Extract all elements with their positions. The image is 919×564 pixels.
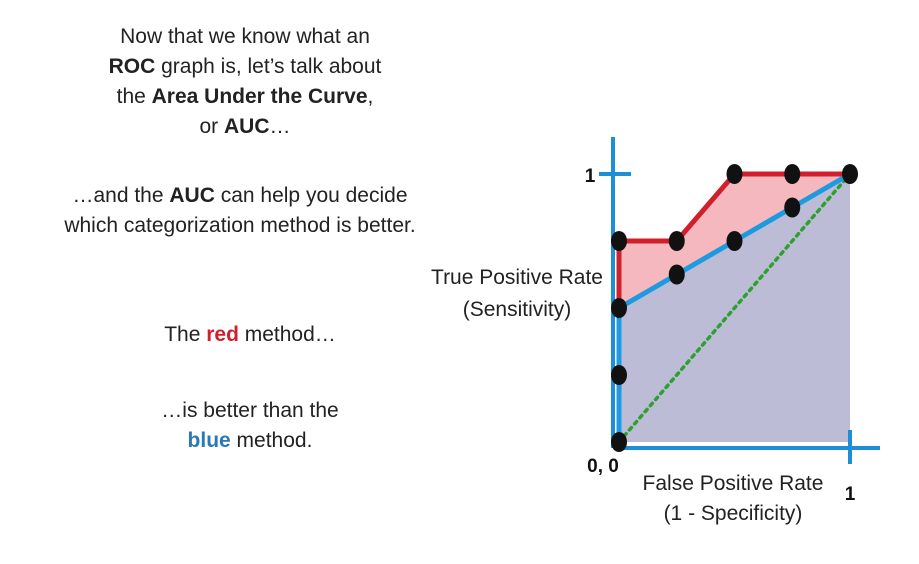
x-axis-label-line-2: (1 - Specificity): [664, 502, 803, 525]
red-word: red: [206, 323, 239, 346]
comparison-caption: …is better than the blue method.: [100, 396, 400, 456]
blue-word: blue: [187, 429, 231, 452]
intro-line-4: or AUC…: [199, 115, 291, 138]
comparison-line-2: blue method.: [187, 429, 313, 452]
origin-label: 0, 0: [587, 456, 619, 477]
y-tick-label-1: 1: [585, 166, 596, 187]
purpose-line-2: which categorization method is better.: [64, 214, 416, 237]
purpose-line-1: …and the AUC can help you decide: [72, 184, 408, 207]
auc-purpose-paragraph: …and the AUC can help you decide which c…: [30, 181, 450, 241]
auc-term: AUC: [224, 115, 270, 138]
auc-term: AUC: [169, 184, 215, 207]
y-axis-label-line-2: (Sensitivity): [463, 298, 572, 321]
red-method-caption: The red method…: [164, 323, 336, 346]
data-point-9: [784, 164, 801, 184]
x-axis-label-line-1: False Positive Rate: [643, 472, 824, 495]
intro-line-2: ROC graph is, let’s talk about: [108, 55, 382, 78]
data-point-7: [726, 164, 743, 184]
data-point-5: [668, 264, 685, 285]
data-point-10: [842, 164, 858, 184]
data-point-3: [611, 231, 627, 251]
comparison-line-1: …is better than the: [161, 399, 339, 422]
roc-term: ROC: [108, 55, 156, 78]
intro-line-3: the Area Under the Curve,: [116, 85, 374, 108]
intro-line-1: Now that we know what an: [120, 25, 370, 48]
data-point-8: [784, 197, 801, 218]
data-point-1: [611, 365, 627, 385]
x-tick-label-1: 1: [845, 484, 856, 505]
random-guess-line: [617, 172, 852, 444]
data-point-0: [611, 432, 627, 452]
data-point-2: [611, 298, 627, 318]
intro-paragraph: Now that we know what an ROC graph is, l…: [80, 22, 410, 142]
data-point-6: [726, 231, 743, 251]
data-point-4: [668, 231, 685, 251]
auc-full-term: Area Under the Curve: [151, 85, 368, 108]
y-axis-label-line-1: True Positive Rate: [431, 266, 603, 289]
